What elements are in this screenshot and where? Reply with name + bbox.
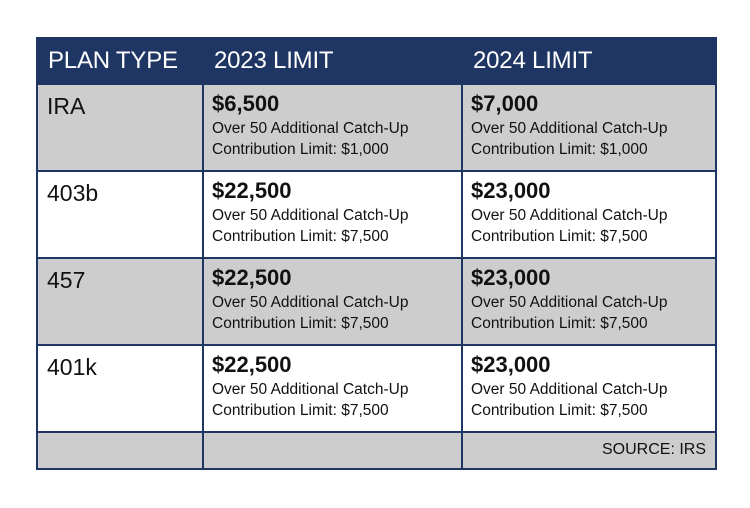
catch-up-note-line1: Over 50 Additional Catch-Up <box>471 207 668 224</box>
empty-cell <box>202 431 463 470</box>
limit-2024-cell: $23,000 Over 50 Additional Catch-Up Cont… <box>461 257 717 346</box>
table-row-457: 457 $22,500 Over 50 Additional Catch-Up … <box>36 257 717 346</box>
limit-amount: $6,500 <box>212 91 280 116</box>
table-row-ira: IRA $6,500 Over 50 Additional Catch-Up C… <box>36 83 717 172</box>
limit-amount: $22,500 <box>212 178 292 203</box>
plan-type-cell: IRA <box>36 83 204 172</box>
limit-amount: $22,500 <box>212 352 292 377</box>
header-plan-type: PLAN TYPE <box>36 37 204 85</box>
empty-cell <box>36 431 204 470</box>
limit-amount: $23,000 <box>471 178 551 203</box>
limit-2023-cell: $22,500 Over 50 Additional Catch-Up Cont… <box>202 257 463 346</box>
limit-amount: $7,000 <box>471 91 539 116</box>
catch-up-note-line2: Contribution Limit: $7,500 <box>471 402 648 419</box>
catch-up-note-line2: Contribution Limit: $7,500 <box>471 315 648 332</box>
catch-up-note-line2: Contribution Limit: $7,500 <box>212 402 389 419</box>
source-note: SOURCE: IRS <box>461 431 717 470</box>
limit-2024-cell: $23,000 Over 50 Additional Catch-Up Cont… <box>461 170 717 259</box>
limit-amount: $22,500 <box>212 265 292 290</box>
limit-2024-cell: $7,000 Over 50 Additional Catch-Up Contr… <box>461 83 717 172</box>
catch-up-note-line2: Contribution Limit: $1,000 <box>212 141 389 158</box>
source-row: SOURCE: IRS <box>36 431 717 470</box>
catch-up-note-line1: Over 50 Additional Catch-Up <box>471 381 668 398</box>
header-2024-limit: 2024 LIMIT <box>461 37 717 85</box>
catch-up-note-line2: Contribution Limit: $7,500 <box>471 228 648 245</box>
catch-up-note-line1: Over 50 Additional Catch-Up <box>212 294 409 311</box>
catch-up-note-line1: Over 50 Additional Catch-Up <box>212 207 409 224</box>
limit-2023-cell: $6,500 Over 50 Additional Catch-Up Contr… <box>202 83 463 172</box>
plan-type-cell: 457 <box>36 257 204 346</box>
limit-2024-cell: $23,000 Over 50 Additional Catch-Up Cont… <box>461 344 717 433</box>
catch-up-note-line1: Over 50 Additional Catch-Up <box>212 120 409 137</box>
catch-up-note-line2: Contribution Limit: $1,000 <box>471 141 648 158</box>
limit-amount: $23,000 <box>471 265 551 290</box>
catch-up-note-line1: Over 50 Additional Catch-Up <box>471 294 668 311</box>
limit-2023-cell: $22,500 Over 50 Additional Catch-Up Cont… <box>202 344 463 433</box>
plan-type-cell: 403b <box>36 170 204 259</box>
table-header-row: PLAN TYPE 2023 LIMIT 2024 LIMIT <box>36 37 717 85</box>
catch-up-note-line2: Contribution Limit: $7,500 <box>212 315 389 332</box>
plan-type-cell: 401k <box>36 344 204 433</box>
limit-amount: $23,000 <box>471 352 551 377</box>
catch-up-note-line2: Contribution Limit: $7,500 <box>212 228 389 245</box>
table-row-401k: 401k $22,500 Over 50 Additional Catch-Up… <box>36 344 717 433</box>
header-2023-limit: 2023 LIMIT <box>202 37 463 85</box>
limit-2023-cell: $22,500 Over 50 Additional Catch-Up Cont… <box>202 170 463 259</box>
contribution-limits-table: PLAN TYPE 2023 LIMIT 2024 LIMIT IRA $6,5… <box>36 37 717 470</box>
contribution-limits-table-wrapper: PLAN TYPE 2023 LIMIT 2024 LIMIT IRA $6,5… <box>36 37 717 470</box>
catch-up-note-line1: Over 50 Additional Catch-Up <box>471 120 668 137</box>
catch-up-note-line1: Over 50 Additional Catch-Up <box>212 381 409 398</box>
table-row-403b: 403b $22,500 Over 50 Additional Catch-Up… <box>36 170 717 259</box>
